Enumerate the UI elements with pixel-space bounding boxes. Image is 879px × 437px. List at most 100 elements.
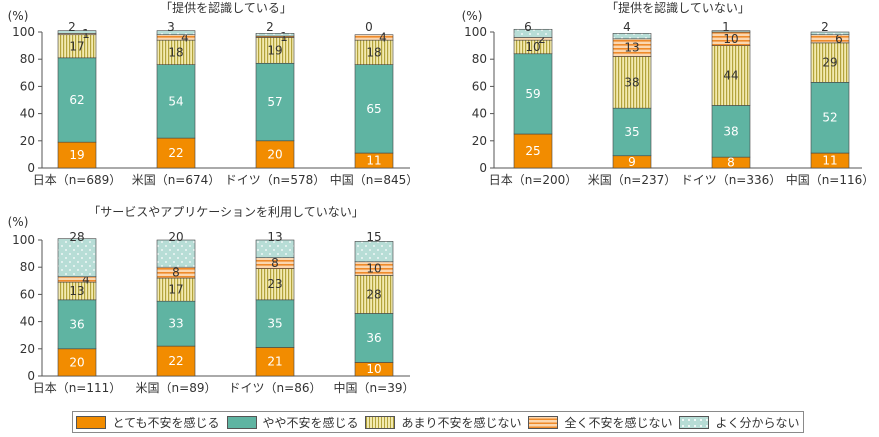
bar-segment-dont-know	[711, 30, 751, 33]
y-tick-label: 80	[20, 260, 35, 274]
y-tick-label: 40	[20, 107, 35, 121]
category-label: 中国（n=845）	[330, 172, 419, 187]
legend-swatch-not-anxious-at-all	[528, 415, 559, 429]
bar-segment-very-anxious	[156, 137, 196, 169]
value-label-very-anxious: 25	[525, 144, 540, 158]
bar-segment-not-anxious-at-all	[156, 34, 196, 41]
bar-segment-somewhat-anxious	[57, 57, 97, 143]
value-label-very-anxious: 10	[366, 362, 381, 376]
legend-item-very-anxious: とても不安を感じる	[76, 414, 220, 431]
category-label: ドイツ（n=578）	[225, 173, 326, 187]
value-label-not-anxious-at-all: 8	[172, 266, 180, 280]
chart-title: 「提供を認識している」	[160, 0, 292, 15]
value-label-somewhat-anxious: 59	[525, 87, 540, 101]
category-label: ドイツ（n=86）	[229, 381, 322, 395]
value-label-not-anxious-at-all: 4	[82, 272, 90, 286]
bar-segment-not-very-anxious	[354, 39, 394, 65]
value-label-not-very-anxious: 23	[267, 277, 282, 291]
value-label-not-very-anxious: 19	[267, 43, 282, 57]
value-label-dont-know: 28	[69, 230, 84, 244]
bar-segment-dont-know	[354, 241, 394, 263]
y-tick-label: 80	[472, 52, 487, 66]
bar-segment-dont-know	[57, 30, 97, 34]
legend-swatch-somewhat-anxious	[226, 415, 257, 429]
legend-label-somewhat-anxious: やや不安を感じる	[262, 415, 359, 430]
value-label-not-very-anxious: 44	[723, 69, 738, 83]
y-tick-label: 20	[472, 134, 487, 148]
value-label-somewhat-anxious: 54	[168, 94, 183, 108]
value-label-not-anxious-at-all: 6	[835, 32, 843, 46]
value-label-not-very-anxious: 28	[366, 287, 381, 301]
bar-segment-somewhat-anxious	[354, 64, 394, 154]
bar-segment-not-anxious-at-all	[810, 34, 850, 44]
bar-segment-very-anxious	[57, 141, 97, 169]
legend-swatch-very-anxious	[76, 415, 107, 429]
value-label-dont-know: 2	[68, 20, 76, 34]
y-axis-unit-label: (%)	[462, 9, 483, 23]
value-label-somewhat-anxious: 38	[723, 124, 738, 138]
category-label: ドイツ（n=336）	[681, 173, 782, 187]
legend-swatch-not-very-anxious	[365, 415, 396, 429]
category-label: 日本（n=200）	[489, 173, 578, 187]
bar-segment-very-anxious	[255, 347, 295, 377]
value-label-dont-know: 6	[524, 20, 532, 34]
y-tick-label: 100	[464, 25, 487, 39]
value-label-not-very-anxious: 17	[168, 283, 183, 297]
value-label-dont-know: 3	[167, 20, 175, 34]
value-label-dont-know: 2	[266, 20, 274, 34]
bar-segment-somewhat-anxious	[156, 300, 196, 347]
bar-segment-dont-know	[156, 30, 196, 36]
value-label-very-anxious: 21	[267, 355, 282, 369]
bar-segment-dont-know	[255, 33, 295, 37]
bar-segment-dont-know	[57, 238, 97, 278]
y-tick-label: 40	[20, 315, 35, 329]
bar-segment-somewhat-anxious	[57, 299, 97, 350]
value-label-not-very-anxious: 29	[822, 56, 837, 70]
legend-label-not-very-anxious: あまり不安を感じない	[401, 415, 522, 430]
y-tick-label: 0	[479, 161, 487, 175]
value-label-not-anxious-at-all: 10	[723, 32, 738, 46]
bar-segment-not-very-anxious	[612, 56, 652, 109]
y-tick-label: 60	[20, 79, 35, 93]
legend-item-not-very-anxious: あまり不安を感じない	[365, 414, 522, 431]
value-label-dont-know: 20	[168, 230, 183, 244]
value-label-not-very-anxious: 10	[525, 40, 540, 54]
value-label-not-very-anxious: 13	[69, 284, 84, 298]
charts-root: 「提供を認識している」(%)02040608010019621712日本（n=6…	[8, 0, 875, 395]
value-label-very-anxious: 8	[727, 156, 735, 170]
legend-item-dont-know: よく分からない	[679, 414, 799, 431]
value-label-very-anxious: 20	[69, 355, 84, 369]
bar-segment-very-anxious	[156, 345, 196, 377]
value-label-somewhat-anxious: 36	[366, 331, 381, 345]
bar-segment-not-anxious-at-all	[513, 37, 553, 41]
bar-segment-very-anxious	[57, 348, 97, 377]
value-label-very-anxious: 19	[69, 148, 84, 162]
chart-legend: とても不安を感じる やや不安を感じる あまり不安を感じない 全く不安を感じない …	[72, 411, 804, 433]
value-label-not-anxious-at-all: 1	[82, 27, 90, 41]
bar-segment-not-very-anxious	[255, 268, 295, 301]
category-label: 中国（n=116）	[786, 172, 875, 187]
bar-segment-dont-know	[810, 31, 850, 36]
bar-segment-not-very-anxious	[255, 37, 295, 64]
bar-segment-dont-know	[612, 33, 652, 40]
bar-segment-not-very-anxious	[354, 275, 394, 314]
y-tick-label: 60	[20, 287, 35, 301]
value-label-not-very-anxious: 17	[69, 39, 84, 53]
category-label: 米国（n=89）	[136, 381, 217, 395]
legend-item-somewhat-anxious: やや不安を感じる	[226, 414, 359, 431]
bar-segment-very-anxious	[513, 133, 553, 169]
chart-title: 「サービスやアプリケーションを利用していない」	[88, 205, 363, 219]
value-label-somewhat-anxious: 52	[822, 111, 837, 125]
legend-swatch-dont-know	[679, 415, 710, 429]
value-label-not-anxious-at-all: 1	[280, 30, 288, 44]
legend-label-dont-know: よく分からない	[715, 415, 800, 430]
y-tick-label: 0	[27, 161, 35, 175]
category-label: 中国（n=39）	[334, 380, 415, 395]
legend-label-very-anxious: とても不安を感じる	[112, 415, 220, 430]
value-label-somewhat-anxious: 33	[168, 317, 183, 331]
bar-segment-somewhat-anxious	[513, 53, 553, 135]
chart-panel-1: 「提供を認識している」(%)02040608010019621712日本（n=6…	[8, 0, 419, 187]
chart-panel-2: 「提供を認識していない」(%)02040608010025591026日本（n=…	[462, 0, 875, 187]
y-tick-label: 80	[20, 52, 35, 66]
legend-label-not-anxious-at-all: 全く不安を感じない	[564, 415, 673, 430]
